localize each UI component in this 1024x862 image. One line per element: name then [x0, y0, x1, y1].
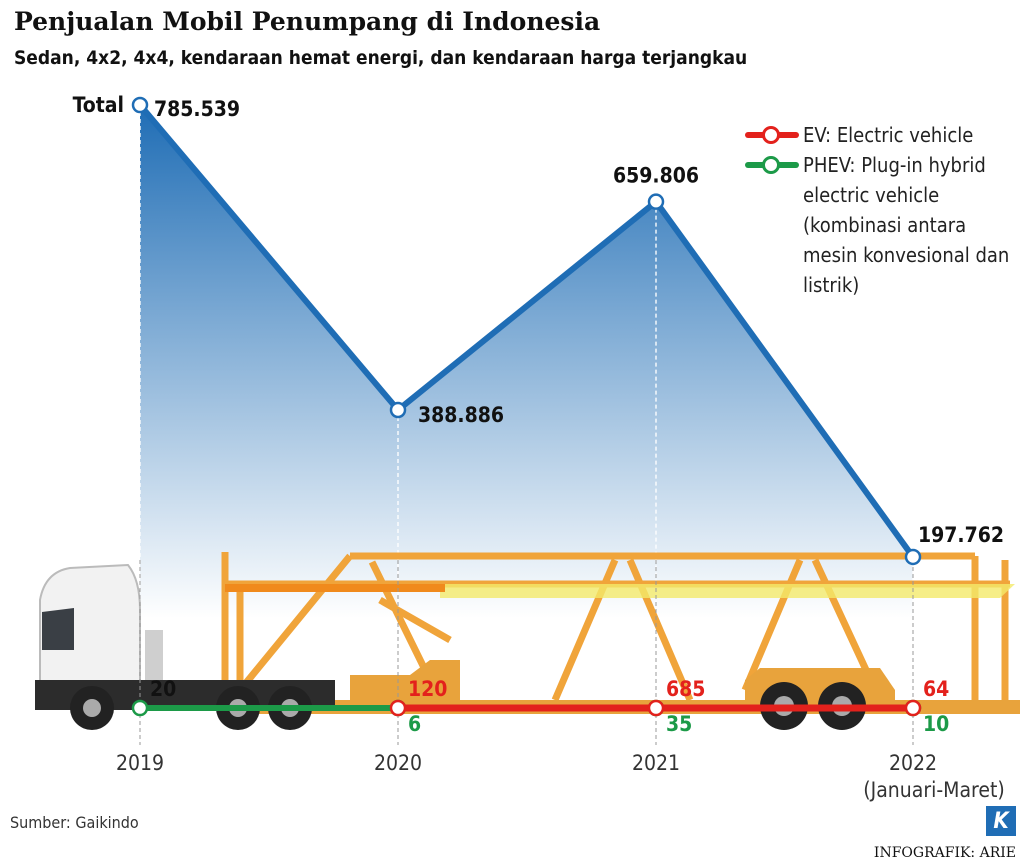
value-label: 10 — [923, 712, 949, 736]
source: Sumber: Gaikindo — [10, 813, 139, 832]
value-label: 197.762 — [918, 523, 1004, 547]
point — [389, 401, 407, 419]
series-label: Total — [73, 93, 124, 117]
value-label: 35 — [666, 712, 692, 736]
legend-label: PHEV: Plug-in hybrid electric vehicle (ko… — [803, 150, 1015, 300]
point — [389, 699, 407, 717]
chart-title: Penjualan Mobil Penumpang di Indonesia — [14, 7, 600, 36]
legend-note: (kombinasi antara mesin konvesional dan … — [803, 213, 1010, 297]
legend-label: EV: Electric vehicle — [803, 123, 974, 147]
x-tick-label: 2021 — [632, 751, 680, 775]
logo: K — [993, 809, 1010, 834]
point — [647, 193, 665, 210]
line — [137, 103, 916, 559]
legend-swatch — [745, 150, 803, 180]
x-tick-label: 2019 — [116, 751, 164, 775]
point — [904, 548, 922, 566]
value-label: 20 — [150, 677, 176, 701]
x-tick-label: 2022 — [889, 751, 937, 775]
point — [131, 699, 149, 717]
value-label: 64 — [923, 677, 949, 701]
value-label: 388.886 — [418, 403, 504, 427]
legend-dot — [762, 126, 780, 144]
x-tick-label: 2020 — [374, 751, 422, 775]
legend-item: PHEV: Plug-in hybrid electric vehicle (ko… — [745, 150, 1015, 300]
value-label: 685 — [666, 677, 705, 701]
x-tick-note: (Januari-Maret) — [863, 778, 1004, 802]
credit: INFOGRAFIK: ARIE — [874, 845, 1016, 861]
chart-subtitle: Sedan, 4x2, 4x4, kendaraan hemat energi,… — [14, 47, 747, 69]
legend-swatch — [745, 120, 803, 150]
value-label: 6 — [408, 712, 421, 736]
point — [647, 699, 665, 717]
value-label: 659.806 — [613, 164, 699, 188]
legend-dot — [762, 156, 780, 174]
logo-box — [986, 806, 1016, 836]
legend: EV: Electric vehicle PHEV: Plug-in hybrid… — [745, 120, 1015, 300]
point — [904, 699, 922, 717]
legend-item: EV: Electric vehicle — [745, 120, 1015, 150]
value-label: 120 — [408, 677, 447, 701]
point — [131, 96, 149, 114]
value-label: 785.539 — [154, 97, 240, 121]
